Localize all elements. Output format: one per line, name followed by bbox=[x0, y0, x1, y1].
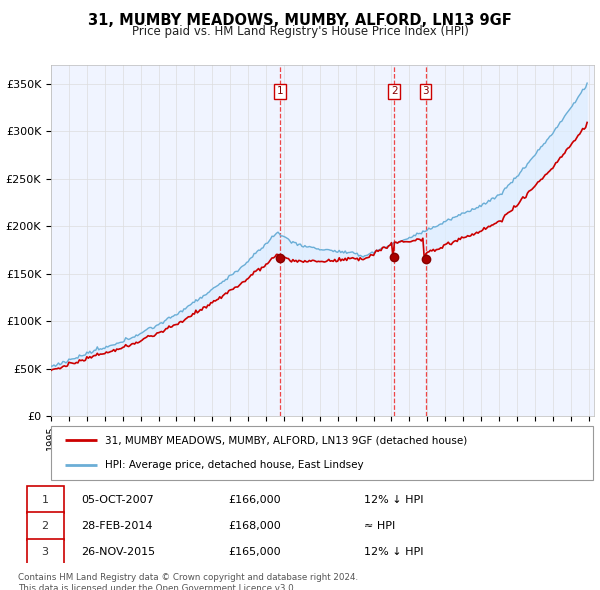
Text: 3: 3 bbox=[41, 548, 49, 558]
FancyBboxPatch shape bbox=[51, 426, 593, 480]
FancyBboxPatch shape bbox=[26, 486, 64, 513]
Text: Contains HM Land Registry data © Crown copyright and database right 2024.
This d: Contains HM Land Registry data © Crown c… bbox=[18, 573, 358, 590]
Text: 12% ↓ HPI: 12% ↓ HPI bbox=[364, 495, 423, 504]
Text: £168,000: £168,000 bbox=[228, 521, 281, 531]
Text: 28-FEB-2014: 28-FEB-2014 bbox=[82, 521, 153, 531]
Text: 1: 1 bbox=[277, 87, 283, 97]
Text: ≈ HPI: ≈ HPI bbox=[364, 521, 395, 531]
Text: 05-OCT-2007: 05-OCT-2007 bbox=[82, 495, 154, 504]
Text: 2: 2 bbox=[41, 521, 49, 531]
Text: £165,000: £165,000 bbox=[228, 548, 281, 558]
Text: 12% ↓ HPI: 12% ↓ HPI bbox=[364, 548, 423, 558]
FancyBboxPatch shape bbox=[26, 513, 64, 539]
Text: 31, MUMBY MEADOWS, MUMBY, ALFORD, LN13 9GF: 31, MUMBY MEADOWS, MUMBY, ALFORD, LN13 9… bbox=[88, 13, 512, 28]
Text: £166,000: £166,000 bbox=[228, 495, 281, 504]
FancyBboxPatch shape bbox=[26, 539, 64, 566]
Text: HPI: Average price, detached house, East Lindsey: HPI: Average price, detached house, East… bbox=[106, 460, 364, 470]
Text: 26-NOV-2015: 26-NOV-2015 bbox=[82, 548, 155, 558]
Text: Price paid vs. HM Land Registry's House Price Index (HPI): Price paid vs. HM Land Registry's House … bbox=[131, 25, 469, 38]
Text: 3: 3 bbox=[422, 87, 429, 97]
Text: 1: 1 bbox=[41, 495, 49, 504]
Text: 2: 2 bbox=[391, 87, 398, 97]
Text: 31, MUMBY MEADOWS, MUMBY, ALFORD, LN13 9GF (detached house): 31, MUMBY MEADOWS, MUMBY, ALFORD, LN13 9… bbox=[106, 435, 467, 445]
